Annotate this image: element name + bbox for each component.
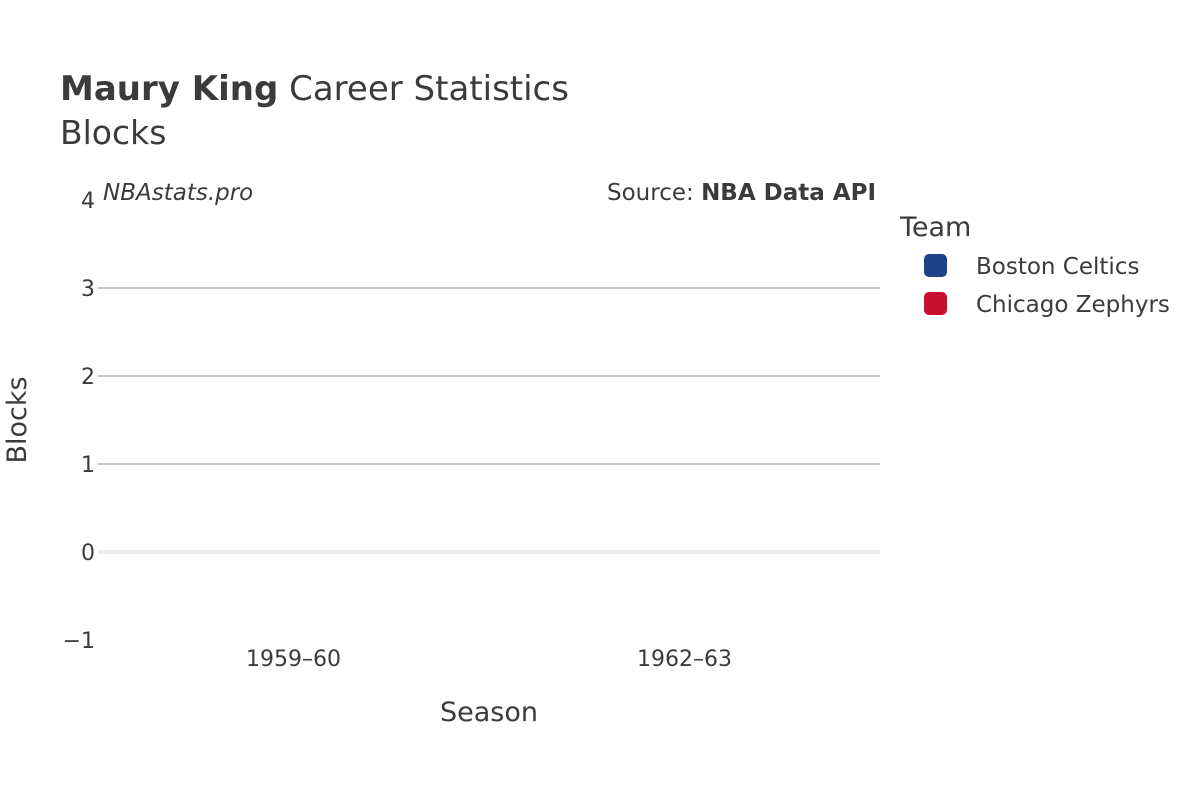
y-tick-label: 1	[81, 453, 95, 478]
chart-title-rest	[278, 69, 289, 109]
source-name: NBA Data API	[701, 180, 876, 206]
y-tick-label: 2	[81, 365, 95, 390]
y-tick-labels: −1 0 1 2 3 4	[63, 189, 95, 654]
y-tick-label: 4	[81, 189, 95, 214]
grid-lines	[98, 287, 880, 554]
legend-label: Boston Celtics	[976, 254, 1139, 280]
legend: Boston Celtics Chicago Zephyrs	[924, 254, 1170, 318]
chart-subtitle: Blocks	[60, 113, 166, 152]
x-axis-title: Season	[440, 697, 538, 728]
y-tick-label: 0	[81, 541, 95, 566]
x-tick-label: 1962–63	[637, 647, 732, 672]
chart-title: Maury King Career Statistics	[60, 69, 569, 109]
legend-swatch	[924, 254, 947, 277]
y-tick-label: −1	[63, 629, 95, 654]
legend-label: Chicago Zephyrs	[976, 292, 1170, 318]
legend-swatch	[924, 292, 947, 315]
source-prefix: Source:	[607, 180, 701, 206]
source-note: Source: NBA Data API	[607, 180, 876, 206]
x-tick-label: 1959–60	[246, 647, 341, 672]
watermark: NBAstats.pro	[103, 180, 253, 206]
chart-title-suffix: Career Statistics	[289, 69, 569, 109]
legend-title: Team	[899, 212, 971, 243]
y-tick-label: 3	[81, 277, 95, 302]
x-tick-labels: 1959–60 1962–63	[246, 647, 732, 672]
y-axis-title: Blocks	[2, 376, 33, 463]
chart-title-player: Maury King	[60, 69, 278, 109]
